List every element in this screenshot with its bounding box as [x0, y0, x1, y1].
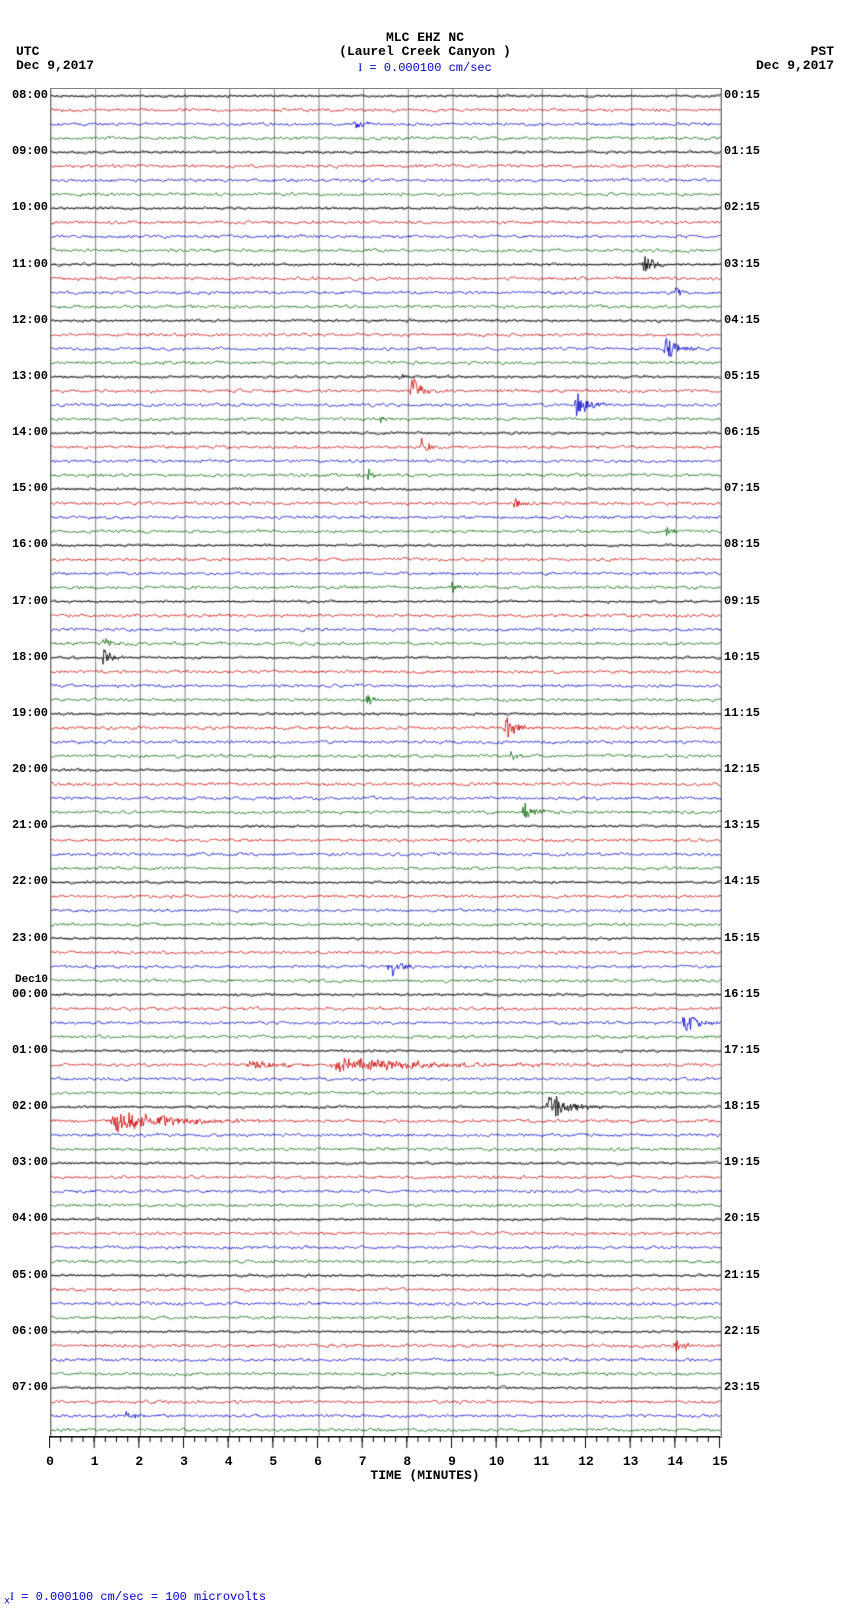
- pst-hour-label: 23:15: [724, 1381, 760, 1393]
- utc-hour-label: 05:00: [4, 1269, 48, 1281]
- header: MLC EHZ NC (Laurel Creek Canyon ) I = 0.…: [0, 0, 850, 85]
- x-tick-label: 2: [135, 1454, 143, 1469]
- station-subtitle: (Laurel Creek Canyon ): [339, 44, 511, 59]
- x-tick-label: 9: [448, 1454, 456, 1469]
- utc-hour-label: 02:00: [4, 1100, 48, 1112]
- utc-hour-label: 06:00: [4, 1325, 48, 1337]
- x-tick-label: 5: [269, 1454, 277, 1469]
- date-right-label: Dec 9,2017: [756, 58, 834, 73]
- pst-hour-label: 22:15: [724, 1325, 760, 1337]
- seismogram-container: MLC EHZ NC (Laurel Creek Canyon ) I = 0.…: [0, 0, 850, 1613]
- scale-legend: I = 0.000100 cm/sec: [358, 60, 492, 75]
- utc-hour-label: 09:00: [4, 145, 48, 157]
- x-tick-label: 15: [712, 1454, 728, 1469]
- x-tick-label: 6: [314, 1454, 322, 1469]
- pst-hour-label: 07:15: [724, 482, 760, 494]
- pst-hour-label: 03:15: [724, 258, 760, 270]
- utc-hour-label: 13:00: [4, 370, 48, 382]
- pst-hour-label: 11:15: [724, 707, 760, 719]
- footer-scale: xI = 0.000100 cm/sec = 100 microvolts: [4, 1589, 266, 1607]
- utc-hour-label: 17:00: [4, 595, 48, 607]
- pst-hour-label: 00:15: [724, 89, 760, 101]
- utc-hour-label: 22:00: [4, 875, 48, 887]
- utc-hour-label: 19:00: [4, 707, 48, 719]
- pst-hour-label: 14:15: [724, 875, 760, 887]
- utc-hour-label: 08:00: [4, 89, 48, 101]
- x-tick-label: 7: [359, 1454, 367, 1469]
- pst-hour-label: 20:15: [724, 1212, 760, 1224]
- pst-hour-label: 19:15: [724, 1156, 760, 1168]
- pst-hour-label: 06:15: [724, 426, 760, 438]
- utc-hour-label: 12:00: [4, 314, 48, 326]
- pst-hour-label: 15:15: [724, 932, 760, 944]
- x-tick-marks: [49, 1436, 721, 1456]
- utc-hour-label: 04:00: [4, 1212, 48, 1224]
- pst-hour-label: 09:15: [724, 595, 760, 607]
- utc-hour-label: 18:00: [4, 651, 48, 663]
- x-axis-label: TIME (MINUTES): [370, 1468, 479, 1483]
- utc-hour-label: 07:00: [4, 1381, 48, 1393]
- utc-hour-label: 11:00: [4, 258, 48, 270]
- pst-hour-label: 01:15: [724, 145, 760, 157]
- utc-hour-label: 20:00: [4, 763, 48, 775]
- x-tick-label: 1: [91, 1454, 99, 1469]
- x-tick-label: 12: [578, 1454, 594, 1469]
- tz-right-label: PST: [811, 44, 834, 59]
- pst-hour-label: 18:15: [724, 1100, 760, 1112]
- pst-hour-label: 21:15: [724, 1269, 760, 1281]
- x-tick-label: 10: [489, 1454, 505, 1469]
- station-title: MLC EHZ NC: [386, 30, 464, 45]
- pst-hour-label: 13:15: [724, 819, 760, 831]
- pst-hour-label: 04:15: [724, 314, 760, 326]
- utc-hour-label: 03:00: [4, 1156, 48, 1168]
- x-tick-label: 4: [225, 1454, 233, 1469]
- pst-hour-label: 12:15: [724, 763, 760, 775]
- tz-left-label: UTC: [16, 44, 39, 59]
- utc-hour-label: 16:00: [4, 538, 48, 550]
- utc-hour-label: 01:00: [4, 1044, 48, 1056]
- utc-hour-label: 23:00: [4, 932, 48, 944]
- date-left-label: Dec 9,2017: [16, 58, 94, 73]
- x-tick-label: 13: [623, 1454, 639, 1469]
- plot-area: [50, 88, 722, 1438]
- trace-canvas: [51, 89, 721, 1437]
- x-tick-label: 11: [534, 1454, 550, 1469]
- x-tick-label: 0: [46, 1454, 54, 1469]
- pst-hour-label: 10:15: [724, 651, 760, 663]
- utc-hour-label: 14:00: [4, 426, 48, 438]
- x-tick-label: 14: [668, 1454, 684, 1469]
- pst-hour-label: 02:15: [724, 201, 760, 213]
- pst-hour-label: 05:15: [724, 370, 760, 382]
- utc-hour-label: 00:00: [4, 988, 48, 1000]
- utc-hour-label: Dec10: [4, 974, 48, 986]
- x-tick-label: 8: [403, 1454, 411, 1469]
- pst-hour-label: 17:15: [724, 1044, 760, 1056]
- utc-hour-label: 15:00: [4, 482, 48, 494]
- pst-hour-label: 16:15: [724, 988, 760, 1000]
- pst-hour-label: 08:15: [724, 538, 760, 550]
- utc-hour-label: 10:00: [4, 201, 48, 213]
- x-tick-label: 3: [180, 1454, 188, 1469]
- utc-hour-label: 21:00: [4, 819, 48, 831]
